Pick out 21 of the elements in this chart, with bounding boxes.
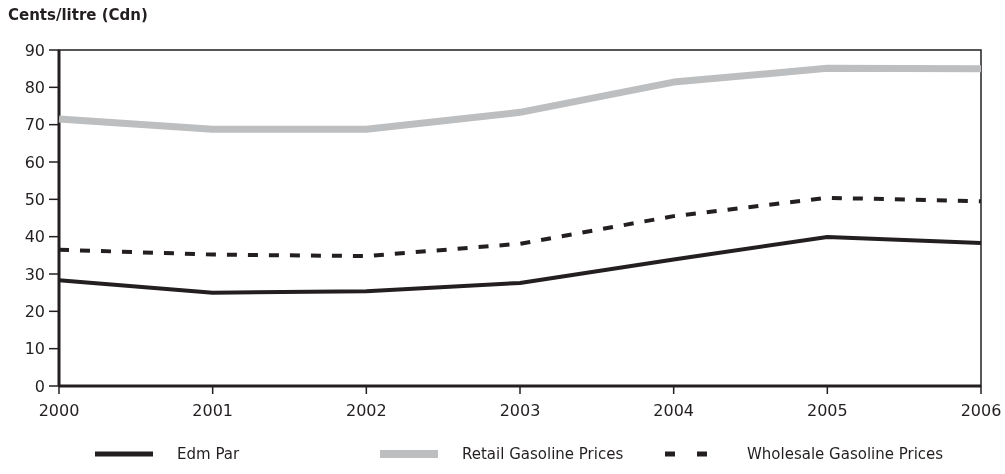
legend-label: Wholesale Gasoline Prices	[747, 445, 944, 464]
x-tick-label: 2000	[38, 401, 80, 420]
legend-label: Edm Par	[177, 445, 240, 464]
y-tick-label: 60	[24, 152, 45, 172]
x-tick-label: 2001	[192, 401, 234, 420]
x-tick-label: 2006	[960, 401, 1002, 420]
y-tick-label: 80	[24, 77, 45, 97]
y-axis-title: Cents/litre (Cdn)	[8, 6, 148, 24]
y-tick-label: 0	[34, 376, 45, 396]
x-tick-label: 2005	[806, 401, 848, 420]
y-tick-label: 70	[24, 115, 45, 135]
x-tick-label: 2003	[499, 401, 541, 420]
y-tick-label: 90	[24, 40, 45, 60]
x-tick-label: 2004	[653, 401, 695, 420]
y-tick-label: 20	[24, 301, 45, 321]
y-tick-label: 40	[24, 227, 45, 247]
y-tick-label: 50	[24, 189, 45, 209]
y-tick-label: 30	[24, 264, 45, 284]
y-tick-label: 10	[24, 339, 45, 359]
x-tick-label: 2002	[345, 401, 387, 420]
legend-label: Retail Gasoline Prices	[462, 445, 624, 464]
